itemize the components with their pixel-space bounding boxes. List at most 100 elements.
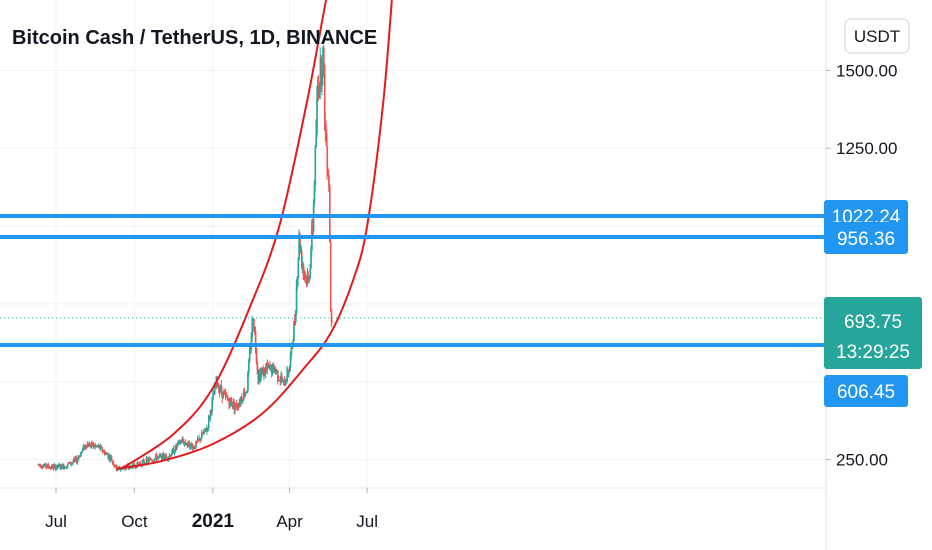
currency-label: USDT (854, 27, 900, 46)
price-tick-label: 1500.00 (836, 61, 897, 80)
candle-body (74, 458, 76, 460)
candle-body (78, 456, 81, 458)
candle-body (75, 457, 78, 463)
candle-body (138, 463, 140, 465)
candle-body (300, 249, 303, 265)
candle-body (57, 464, 59, 468)
candle-body (207, 416, 210, 428)
candle-body (300, 249, 302, 251)
candle-body (193, 446, 196, 449)
candle-body (295, 286, 298, 314)
candle-body (66, 465, 69, 468)
candle-body (88, 443, 91, 447)
candle-body (323, 47, 325, 66)
candle-body (199, 437, 202, 441)
candle-body (135, 467, 138, 469)
candle-body (112, 461, 115, 465)
currency-button[interactable]: USDT (844, 18, 910, 54)
candle-body (258, 373, 260, 381)
candle-body (279, 380, 282, 382)
candle-body (133, 463, 136, 467)
candle-body (202, 432, 204, 435)
candle-body (87, 444, 90, 447)
candle-body (214, 385, 217, 387)
candle-body (176, 444, 179, 448)
candle-body (257, 369, 260, 381)
candle-body (111, 460, 114, 462)
candle-body (161, 455, 163, 461)
candle-body (283, 379, 286, 386)
candle-body (62, 464, 64, 469)
candle-body (59, 465, 62, 469)
candle-body (132, 463, 135, 465)
candle-body (320, 57, 323, 83)
candle-body (166, 456, 168, 459)
candle-body (311, 225, 314, 232)
candle-body (80, 452, 82, 457)
candle-body (67, 463, 69, 466)
candle-body (184, 442, 186, 445)
candle-body (209, 410, 212, 419)
candle-body (65, 467, 68, 469)
candle-body (262, 369, 265, 377)
candle-body (263, 367, 265, 377)
candle-body (270, 365, 272, 369)
current-price-label: 693.75 (844, 312, 902, 333)
candle-body (213, 394, 215, 396)
candle-body (251, 319, 254, 338)
candle-body (238, 401, 241, 407)
candle-body (51, 465, 53, 469)
candle-body (38, 463, 40, 465)
candle-body (223, 391, 225, 394)
candle-body (239, 401, 242, 404)
candle-body (53, 464, 56, 466)
candle-body (85, 444, 87, 446)
candle-body (145, 457, 148, 465)
candle-body (212, 394, 214, 400)
candle-body (73, 458, 75, 462)
level-badge (824, 222, 908, 254)
candle-body (168, 455, 171, 458)
candle-body (277, 370, 279, 380)
price-tick-label: 250.00 (836, 451, 888, 470)
time-axis[interactable]: Jul Oct 2021 Apr Jul (45, 488, 378, 532)
candle-body (182, 439, 185, 442)
candle-body (173, 451, 176, 454)
candle-body (143, 459, 145, 464)
candle-body (240, 397, 242, 404)
candle-body (287, 369, 289, 375)
candle-body (137, 461, 139, 464)
candle-body (90, 445, 92, 447)
candle-body (309, 267, 312, 279)
candle-body (155, 454, 158, 461)
candle-body (40, 465, 42, 468)
lower-trend-arc[interactable] (116, 0, 394, 470)
candle-body (219, 389, 221, 393)
candle-body (63, 464, 65, 469)
candle-body (264, 367, 266, 374)
candle-body (152, 460, 155, 462)
candle-body (101, 447, 104, 452)
upper-trend-arc[interactable] (120, 0, 332, 470)
candle-body (298, 233, 300, 260)
candle-body (92, 444, 95, 447)
candle-body (44, 463, 46, 466)
candle-body (317, 84, 320, 96)
candle-body (177, 442, 179, 445)
candle-body (39, 464, 41, 466)
candle-body (249, 349, 252, 352)
candle-body (98, 445, 101, 449)
candle-body (195, 441, 197, 449)
candle-body (329, 242, 332, 309)
candle-body (148, 458, 150, 462)
candle-body (103, 450, 105, 452)
candle-body (63, 466, 66, 469)
candle-body (288, 367, 291, 372)
candle-body (48, 467, 51, 469)
candle-body (160, 455, 162, 457)
candle-body (60, 464, 63, 469)
candle-body (231, 406, 234, 408)
